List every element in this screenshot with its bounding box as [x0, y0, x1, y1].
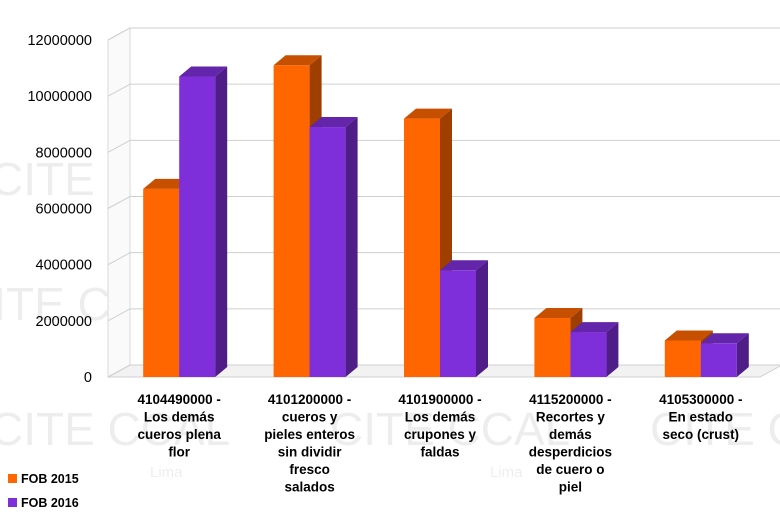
- bar-front: [179, 77, 215, 377]
- bar-front: [404, 119, 440, 377]
- legend-item: FOB 2015: [8, 472, 79, 486]
- x-tick-label-line: crupones y: [404, 427, 477, 442]
- bar-front: [534, 318, 570, 377]
- bar-fob-2016: [440, 260, 488, 377]
- bar-front: [310, 127, 346, 377]
- y-tick-label: 4000000: [36, 258, 92, 274]
- bar-front: [665, 340, 701, 377]
- x-tick-label-line: 4105300000 -: [659, 392, 742, 407]
- bar-front: [440, 270, 476, 377]
- x-tick-label-line: En estado: [669, 410, 734, 425]
- x-tick-label-line: cueros plena: [138, 427, 222, 442]
- x-tick-label-line: pieles enteros: [264, 427, 355, 442]
- x-tick-label-line: demás: [549, 427, 592, 442]
- bar-fob-2016: [701, 333, 749, 377]
- bar-fob-2016: [179, 67, 227, 377]
- x-tick-label-line: Los demás: [405, 410, 476, 425]
- x-tick-label-line: cueros y: [282, 410, 338, 425]
- y-tick-label: 2000000: [36, 314, 92, 330]
- bar-side: [346, 117, 358, 377]
- x-tick-label-line: flor: [168, 445, 190, 460]
- x-tick-label: 4105300000 - En estado seco (crust): [659, 392, 742, 442]
- bar-side: [476, 260, 488, 377]
- bar-side: [215, 67, 227, 377]
- y-tick-label: 12000000: [27, 33, 92, 49]
- bar-front: [143, 189, 179, 377]
- y-tick-label: 10000000: [27, 89, 92, 105]
- legend: FOB 2015 FOB 2016: [8, 472, 79, 510]
- x-tick-label-line: salados: [284, 480, 334, 495]
- x-tick-label-line: 4115200000 -: [529, 392, 612, 407]
- x-tick-label-line: de cuero o: [536, 462, 604, 477]
- legend-label: FOB 2016: [21, 496, 79, 510]
- x-tick-label-line: sin dividir: [278, 445, 343, 460]
- legend-label: FOB 2015: [21, 472, 79, 486]
- x-tick-label-line: faldas: [420, 445, 459, 460]
- x-tick-label-line: Los demás: [144, 410, 215, 425]
- y-tick-label: 0: [84, 370, 92, 386]
- x-tick-label-line: fresco: [289, 462, 330, 477]
- y-tick-label: 8000000: [36, 145, 92, 161]
- bar-front: [570, 332, 606, 377]
- x-tick-label-line: desperdicios: [529, 445, 612, 460]
- x-tick-label-line: 4101900000 -: [398, 392, 481, 407]
- x-tick-label-line: seco (crust): [663, 427, 740, 442]
- watermark-sub: Lima: [150, 464, 183, 481]
- legend-swatch: [8, 474, 17, 483]
- bar-front: [701, 343, 737, 377]
- x-tick-label-line: 4101200000 -: [268, 392, 351, 407]
- watermark-sub: Lima: [490, 464, 523, 481]
- legend-item: FOB 2016: [8, 496, 79, 510]
- bar-fob-2016: [570, 322, 618, 377]
- legend-swatch: [8, 498, 17, 507]
- x-tick-label-line: piel: [559, 480, 582, 495]
- y-tick-label: 6000000: [36, 202, 92, 218]
- bar-front: [274, 65, 310, 377]
- y-axis: 0 2000000 4000000 6000000 8000000 10000000 120…: [27, 33, 92, 386]
- bar-fob-2016: [310, 117, 358, 377]
- x-tick-label-line: 4104490000 -: [138, 392, 221, 407]
- x-tick-label-line: Recortes y: [536, 410, 606, 425]
